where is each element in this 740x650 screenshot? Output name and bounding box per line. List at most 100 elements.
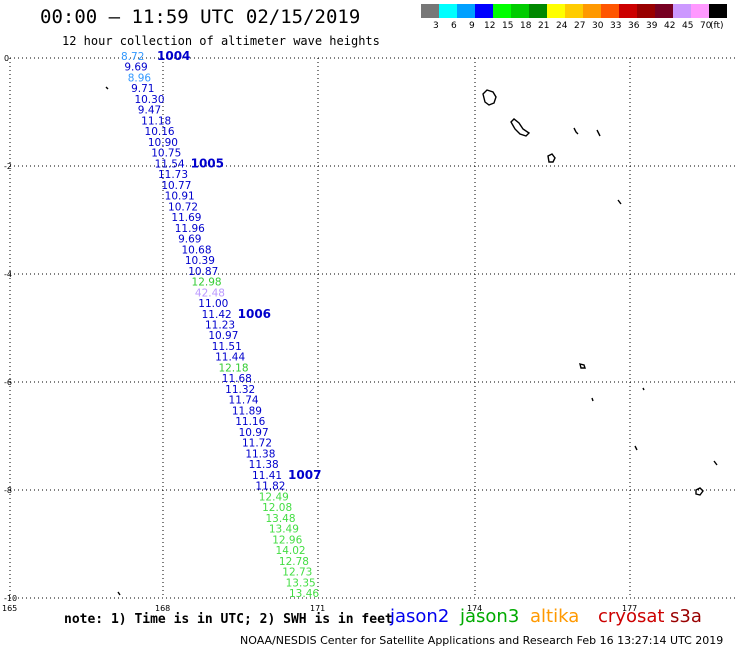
island-outline — [105, 86, 109, 90]
wave-height-value: 13.49 — [269, 524, 299, 536]
altimeter-track: 8.729.698.969.7110.309.4711.1810.1610.90… — [121, 49, 321, 600]
island-outline — [573, 127, 579, 135]
lon-tick-label: 165 — [2, 604, 17, 613]
legend-label: 21 — [538, 21, 550, 31]
legend-label: 42 — [664, 21, 676, 31]
wave-height-value: 12.96 — [272, 534, 302, 546]
wave-height-value: 12.98 — [192, 277, 222, 289]
legend-label: 45 — [682, 21, 694, 31]
wave-height-value: 11.96 — [175, 223, 205, 235]
satellite-label: cryosat — [598, 606, 665, 627]
time-label: 1004 — [157, 49, 190, 63]
wave-height-value: 10.68 — [181, 244, 211, 256]
lat-tick-label: -8 — [4, 486, 12, 495]
wave-height-value: 11.32 — [225, 384, 255, 396]
lon-tick-label: 171 — [310, 604, 325, 613]
lat-tick-label: -2 — [4, 162, 12, 171]
legend-swatch — [619, 4, 637, 18]
island-outlines — [105, 86, 718, 596]
legend-swatch — [457, 4, 475, 18]
legend-unit: (ft) — [710, 21, 724, 31]
legend-label: 30 — [592, 21, 604, 31]
satellite-label: jason3 — [460, 606, 520, 627]
wave-height-value: 11.38 — [245, 448, 275, 460]
wave-height-value: 10.87 — [188, 266, 218, 278]
lon-tick-label: 177 — [622, 604, 637, 613]
lat-tick-label: -6 — [4, 378, 12, 387]
legend-swatch — [583, 4, 601, 18]
map-grid — [9, 57, 735, 599]
wave-height-value: 11.82 — [255, 481, 285, 493]
island-outline — [510, 118, 531, 137]
legend-label: 33 — [610, 21, 622, 31]
wave-height-value: 9.69 — [124, 62, 147, 74]
map-subtitle: 12 hour collection of altimeter wave hei… — [62, 34, 380, 48]
wave-height-value: 11.89 — [232, 405, 262, 417]
satellite-label: altika — [530, 606, 580, 627]
lat-tick-label: -4 — [4, 270, 12, 279]
legend-swatch — [511, 4, 529, 18]
legend-label: 15 — [502, 21, 514, 31]
legend-swatch — [691, 4, 709, 18]
wave-height-value: 12.78 — [279, 556, 309, 568]
wave-height-value: 10.39 — [185, 255, 215, 267]
legend-label: 24 — [556, 21, 568, 31]
wave-height-value: 11.18 — [141, 115, 171, 127]
wave-height-value: 10.72 — [168, 201, 198, 213]
time-label: 1005 — [191, 156, 224, 170]
legend-label: 18 — [520, 21, 532, 31]
wave-height-value: 9.69 — [178, 234, 201, 246]
wave-height-value: 11.44 — [215, 352, 245, 364]
lon-tick-label: 174 — [467, 604, 482, 613]
wave-height-value: 10.30 — [134, 94, 164, 106]
footnote: note: 1) Time is in UTC; 2) SWH is in fe… — [64, 612, 393, 627]
legend-label: 6 — [451, 21, 457, 31]
credit-line: NOAA/NESDIS Center for Satellite Applica… — [240, 634, 724, 647]
island-outline — [591, 397, 594, 402]
wave-height-value: 42.48 — [195, 287, 225, 299]
wave-height-value: 12.49 — [259, 491, 289, 503]
legend-label: 27 — [574, 21, 586, 31]
island-outline — [713, 460, 718, 466]
wave-height-value: 10.97 — [208, 330, 238, 342]
wave-height-value: 11.73 — [158, 169, 188, 181]
wave-height-value: 10.16 — [145, 126, 175, 138]
legend-swatch — [529, 4, 547, 18]
wave-height-value: 12.73 — [282, 567, 312, 579]
wave-height-value: 8.72 — [121, 51, 144, 63]
wave-height-value: 11.74 — [229, 395, 259, 407]
legend-swatch — [475, 4, 493, 18]
wave-height-value: 11.54 — [155, 158, 185, 170]
legend-label: 3 — [433, 21, 439, 31]
satellite-label: s3a — [670, 606, 702, 627]
legend-swatch — [565, 4, 583, 18]
wave-height-value: 13.46 — [289, 588, 319, 600]
wave-height-value: 10.77 — [161, 180, 191, 192]
legend-label: 12 — [484, 21, 496, 31]
wave-height-value: 10.91 — [165, 191, 195, 203]
map-title: 00:00 – 11:59 UTC 02/15/2019 — [40, 6, 361, 28]
wave-height-value: 9.47 — [138, 105, 161, 117]
wave-height-value: 13.48 — [265, 513, 295, 525]
satellite-label: jason2 — [390, 606, 450, 627]
island-outline — [482, 89, 497, 106]
wave-height-value: 10.75 — [151, 148, 181, 160]
island-outline — [695, 487, 704, 496]
legend-swatch — [655, 4, 673, 18]
legend-swatch — [601, 4, 619, 18]
legend-swatch — [493, 4, 511, 18]
legend-swatch — [439, 4, 457, 18]
lat-tick-label: -10 — [4, 594, 17, 603]
time-label: 1006 — [238, 307, 271, 321]
island-outline — [596, 129, 601, 137]
wave-height-value: 10.90 — [148, 137, 178, 149]
wave-height-value: 11.42 — [202, 309, 232, 321]
legend-label: 70 — [700, 21, 712, 31]
island-outline — [579, 363, 586, 369]
wave-height-value: 11.68 — [222, 373, 252, 385]
wave-height-value: 11.72 — [242, 438, 272, 450]
lat-tick-label: 0 — [4, 54, 9, 63]
wave-height-value: 11.69 — [171, 212, 201, 224]
legend-label: 36 — [628, 21, 640, 31]
